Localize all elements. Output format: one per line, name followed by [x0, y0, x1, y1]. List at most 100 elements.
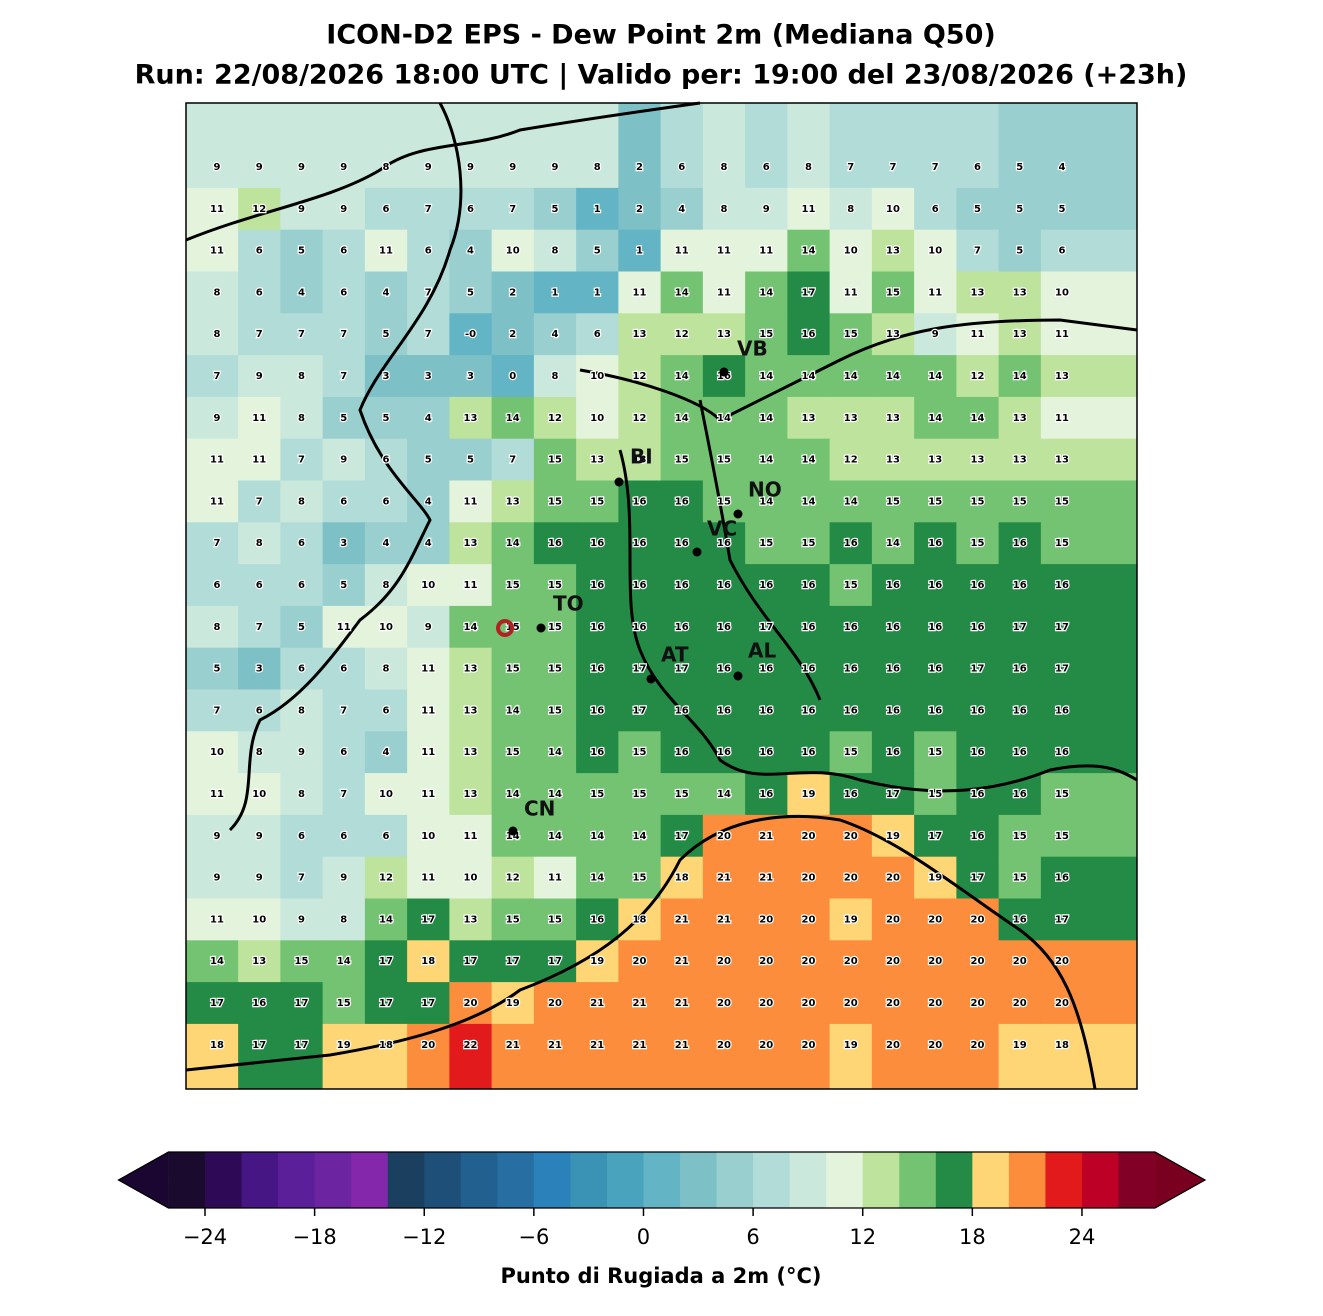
colorbar-segment — [935, 1152, 973, 1208]
grid-cell — [280, 605, 324, 649]
grid-value: 11 — [421, 664, 435, 675]
grid-value: 4 — [1059, 162, 1066, 173]
grid-value: 16 — [675, 705, 689, 716]
grid-cell — [491, 1023, 535, 1090]
grid-value: 5 — [298, 246, 305, 257]
grid-value: 12 — [506, 873, 520, 884]
grid-value: 20 — [421, 1040, 435, 1051]
grid-value: 18 — [1055, 1040, 1069, 1051]
grid-value: 19 — [844, 914, 858, 925]
grid-value: 14 — [844, 496, 858, 507]
grid-cell — [364, 271, 408, 314]
grid-cell — [449, 480, 493, 523]
grid-value: 10 — [886, 204, 900, 215]
grid-cell — [186, 731, 239, 774]
grid-value: 15 — [548, 705, 562, 716]
grid-value: 14 — [506, 789, 520, 800]
grid-value: 16 — [590, 705, 604, 716]
grid-cell — [745, 438, 788, 481]
grid-cell — [238, 982, 281, 1025]
colorbar-segment — [789, 1152, 827, 1208]
grid-value: 21 — [675, 914, 689, 925]
grid-cell — [618, 898, 662, 941]
grid-value: 14 — [886, 371, 900, 382]
colorbar-segment — [606, 1152, 644, 1208]
grid-cell — [787, 522, 831, 565]
grid-value: 20 — [844, 956, 858, 967]
grid-cell — [322, 689, 366, 732]
grid-value: 16 — [802, 747, 816, 758]
grid-value: 5 — [214, 664, 221, 675]
grid-value: 5 — [467, 455, 474, 466]
grid-value: 11 — [252, 455, 266, 466]
grid-cell — [914, 940, 957, 983]
grid-value: 13 — [464, 664, 478, 675]
grid-value: 20 — [886, 956, 900, 967]
grid-value: 15 — [548, 455, 562, 466]
grid-value: 11 — [1055, 329, 1069, 340]
grid-cell — [1040, 438, 1138, 481]
grid-cell — [618, 814, 662, 858]
grid-value: 13 — [886, 455, 900, 466]
grid-value: 14 — [759, 455, 773, 466]
grid-cell — [364, 940, 408, 983]
grid-cell — [186, 480, 239, 523]
border — [185, 101, 701, 242]
grid-value: 16 — [590, 622, 604, 633]
grid-value: 11 — [717, 246, 731, 257]
grid-cell — [998, 355, 1042, 398]
grid-value: 8 — [552, 246, 559, 257]
grid-value: 11 — [421, 789, 435, 800]
grid-cell — [660, 355, 704, 398]
grid-value: 7 — [425, 204, 432, 215]
grid-value: 11 — [210, 246, 224, 257]
grid-value: 7 — [509, 204, 516, 215]
grid-value: 1 — [594, 287, 601, 298]
colorbar-under — [118, 1152, 169, 1208]
grid-cell — [745, 605, 788, 649]
grid-value: 20 — [802, 873, 816, 884]
grid-cell — [533, 773, 577, 816]
grid-cell — [618, 647, 662, 690]
grid-cell — [322, 396, 366, 440]
grid-value: 13 — [802, 413, 816, 424]
grid-cell — [280, 856, 324, 899]
grid-cell — [829, 522, 873, 565]
grid-value: 4 — [383, 747, 390, 758]
grid-cell — [829, 898, 873, 941]
grid-value: 17 — [295, 1040, 309, 1051]
city-label: VB — [737, 337, 768, 361]
city-label: VC — [707, 517, 737, 541]
grid-value: 4 — [678, 204, 685, 215]
grid-value: 5 — [340, 413, 347, 424]
grid-cell — [280, 396, 324, 440]
grid-value: 21 — [548, 1040, 562, 1051]
grid-cell — [998, 689, 1042, 732]
grid-value: 16 — [590, 580, 604, 591]
grid-value: 16 — [675, 580, 689, 591]
grid-value: 14 — [1013, 371, 1027, 382]
grid-value: 14 — [633, 831, 647, 842]
grid-value: 16 — [844, 664, 858, 675]
grid-value: 5 — [594, 246, 601, 257]
grid-value: 9 — [214, 162, 221, 173]
grid-value: 21 — [675, 998, 689, 1009]
grid-cell — [407, 647, 450, 690]
grid-cell — [871, 396, 915, 440]
grid-cell — [491, 940, 535, 983]
grid-value: 7 — [340, 329, 347, 340]
grid-cell — [618, 689, 662, 732]
grid-cell — [1040, 647, 1138, 690]
grid-value: 20 — [971, 914, 985, 925]
grid-value: 7 — [214, 538, 221, 549]
grid-cell — [660, 103, 704, 189]
grid-value: 13 — [971, 287, 985, 298]
grid-value: 13 — [464, 413, 478, 424]
grid-cell — [998, 1023, 1042, 1090]
colorbar-segment — [899, 1152, 937, 1208]
grid-cell — [364, 689, 408, 732]
grid-value: 21 — [590, 998, 604, 1009]
grid-value: 7 — [298, 455, 305, 466]
grid-value: 9 — [932, 329, 939, 340]
grid-value: 9 — [425, 162, 432, 173]
